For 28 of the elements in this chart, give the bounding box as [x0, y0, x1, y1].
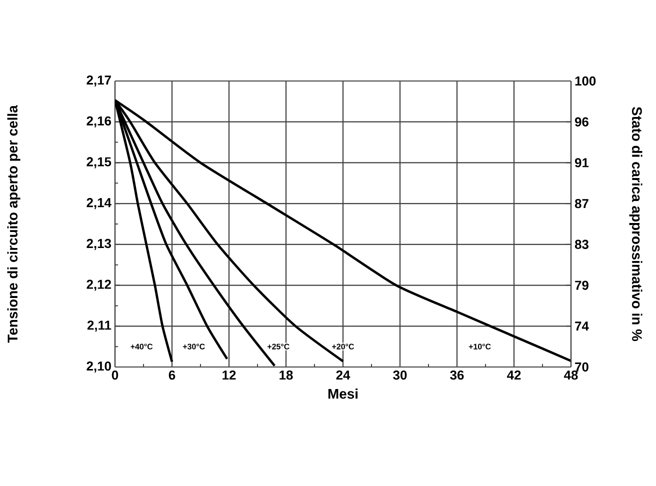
y2-tick-label: 70 [575, 362, 588, 372]
y-tick-label: 2,11 [87, 320, 112, 332]
x-tick-label: 12 [222, 370, 236, 380]
x-tick-label: 30 [393, 370, 407, 380]
y2-tick-label: 96 [574, 117, 588, 126]
y-tick-label: 2,16 [86, 116, 112, 128]
x-tick-label: 36 [450, 370, 464, 380]
y-tick-label: 2,17 [86, 75, 111, 87]
x-tick-label: 18 [280, 370, 293, 380]
y-tick-label: 2,15 [86, 157, 112, 168]
x-tick-label: 0 [112, 370, 118, 380]
y2-tick-label: 83 [574, 240, 588, 249]
y-tick-label: 2,12 [86, 280, 111, 291]
y2-tick-label: 74 [575, 322, 589, 331]
y-tick-label: 2,13 [86, 238, 112, 250]
x-tick-label: 6 [168, 370, 176, 380]
x-tick-label: 42 [507, 370, 521, 380]
y2-tick-label: 100 [575, 76, 596, 86]
y2-tick-label: 79 [575, 280, 588, 290]
x-tick-label: 48 [564, 370, 578, 380]
y-tick-label: 2,14 [86, 198, 112, 210]
y2-tick-label: 91 [574, 158, 589, 168]
y-tick-label: 2,10 [86, 361, 111, 373]
x-axis-title: Mesi [328, 388, 358, 399]
x-tick-label: 24 [336, 370, 350, 380]
y2-axis-title: Stato di carica approssimativo in % [629, 106, 642, 342]
y-axis-title: Tensione di circuito aperto per cella [7, 105, 20, 343]
y2-tick-label: 87 [574, 199, 588, 208]
